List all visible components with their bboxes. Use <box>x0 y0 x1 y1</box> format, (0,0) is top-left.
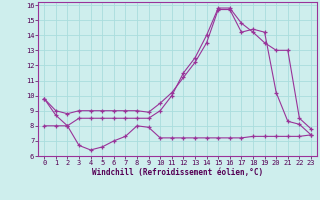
X-axis label: Windchill (Refroidissement éolien,°C): Windchill (Refroidissement éolien,°C) <box>92 168 263 177</box>
